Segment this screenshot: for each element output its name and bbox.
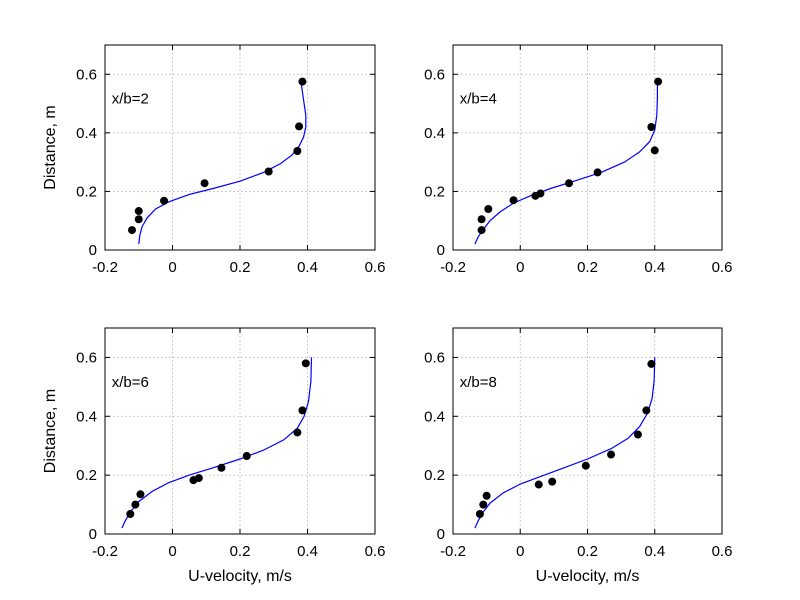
data-point [134, 207, 143, 216]
data-point [647, 359, 656, 368]
data-point [242, 452, 251, 461]
plot-area [453, 45, 722, 250]
data-point [301, 359, 310, 368]
data-point [548, 477, 557, 486]
data-point [293, 147, 302, 156]
data-point [136, 490, 145, 499]
x-tick-label: 0.6 [365, 543, 386, 560]
x-tick-label: 0.6 [712, 259, 733, 276]
y-tick-label: 0.2 [76, 467, 97, 484]
panel-annotation: x/b=4 [460, 91, 497, 108]
axes-box [104, 44, 376, 251]
panel-2: -0.2 0 0.2 0.4 0.600.20.40.6x/b=4 [424, 44, 733, 276]
data-point [642, 406, 651, 415]
data-point [293, 428, 302, 437]
data-point [217, 463, 226, 472]
y-tick-label: 0.4 [424, 125, 445, 142]
model-curve [138, 80, 307, 245]
data-point [194, 474, 203, 483]
data-point [131, 500, 140, 509]
y-tick-label: 0 [437, 242, 445, 259]
data-point [479, 500, 488, 509]
data-point [593, 168, 602, 177]
data-point [200, 179, 209, 188]
x-tick-label: 0.2 [230, 543, 251, 560]
x-tick-label: 0.2 [577, 543, 598, 560]
axes-box [452, 44, 723, 251]
x-tick-label: 0 [516, 259, 524, 276]
plot-area [105, 328, 375, 534]
model-curve [474, 80, 658, 245]
y-tick-label: 0 [89, 526, 97, 543]
y-tick-label: 0.6 [76, 66, 97, 83]
y-tick-label: 0.6 [424, 66, 445, 83]
y-tick-label: 0.6 [76, 349, 97, 366]
axes-box [452, 327, 723, 535]
x-tick-label: 0.2 [577, 259, 598, 276]
data-point [534, 480, 543, 489]
x-tick-label: 0.4 [297, 543, 318, 560]
panel-annotation: x/b=6 [112, 374, 149, 391]
plot-area [105, 45, 375, 250]
data-point [477, 226, 486, 235]
y-tick-label: 0 [89, 242, 97, 259]
data-point [298, 406, 307, 415]
x-tick-label: -0.2 [440, 543, 466, 560]
data-point [581, 461, 590, 470]
y-tick-label: 0.4 [424, 408, 445, 425]
y-tick-label: 0.6 [424, 349, 445, 366]
model-curve [474, 357, 656, 529]
x-tick-label: 0 [168, 259, 176, 276]
data-point [565, 179, 574, 188]
x-tick-label: 0.2 [230, 259, 251, 276]
y-tick-label: 0.2 [424, 467, 445, 484]
x-tick-label: 0.6 [365, 259, 386, 276]
data-point [477, 215, 486, 224]
x-tick-label: -0.2 [440, 259, 466, 276]
x-axis-label: U-velocity, m/s [536, 568, 640, 585]
x-tick-label: 0.6 [712, 543, 733, 560]
y-axis-label: Distance, m [42, 105, 59, 189]
panel-annotation: x/b=8 [460, 374, 497, 391]
data-point [484, 205, 493, 213]
data-point [128, 226, 136, 235]
y-tick-label: 0 [437, 526, 445, 543]
data-point [475, 509, 484, 518]
data-point [536, 189, 545, 198]
data-point [607, 450, 616, 459]
data-point [482, 491, 491, 500]
y-tick-label: 0.2 [76, 183, 97, 200]
data-point [264, 167, 273, 176]
data-point [298, 77, 307, 86]
data-point [633, 430, 642, 439]
x-tick-label: 0.4 [644, 543, 665, 560]
data-point [134, 215, 143, 224]
y-axis-label: Distance, m [42, 389, 59, 473]
panel-annotation: x/b=2 [112, 91, 149, 108]
data-point [509, 196, 518, 205]
plot-area [453, 328, 722, 534]
x-tick-label: -0.2 [92, 543, 118, 560]
x-tick-label: 0 [168, 543, 176, 560]
data-point [160, 196, 169, 205]
data-point [650, 146, 659, 155]
x-tick-label: 0.4 [297, 259, 318, 276]
x-axis-label: U-velocity, m/s [188, 568, 292, 585]
x-tick-label: 0.4 [644, 259, 665, 276]
panel-4: -0.2 0 0.2 0.4 0.600.20.40.6x/b=8U-velocity,… [424, 327, 733, 585]
y-tick-label: 0.2 [424, 183, 445, 200]
data-point [647, 123, 656, 131]
data-point [295, 122, 304, 131]
y-tick-label: 0.4 [76, 408, 97, 425]
data-point [126, 509, 135, 518]
axes-box [104, 327, 376, 535]
x-tick-label: -0.2 [92, 259, 118, 276]
y-tick-label: 0.4 [76, 125, 97, 142]
data-point [654, 77, 663, 86]
x-tick-label: 0 [516, 543, 524, 560]
